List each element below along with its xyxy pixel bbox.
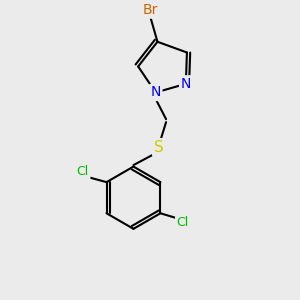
Text: N: N bbox=[151, 85, 161, 100]
Text: Br: Br bbox=[143, 3, 158, 17]
Text: Cl: Cl bbox=[77, 165, 89, 178]
Text: Cl: Cl bbox=[176, 216, 189, 229]
Text: N: N bbox=[181, 77, 191, 91]
Text: S: S bbox=[154, 140, 164, 155]
